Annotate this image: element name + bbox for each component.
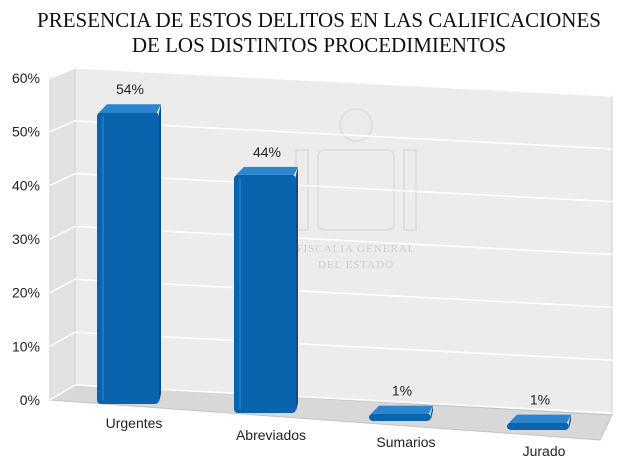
chart-title-line-1: PRESENCIA DE ESTOS DELITOS EN LAS CALIFI… xyxy=(37,8,601,32)
gridline xyxy=(74,278,613,309)
bar xyxy=(507,422,569,430)
gridline-side xyxy=(49,225,76,240)
bar-top xyxy=(371,405,433,414)
y-tick-label: 0% xyxy=(20,392,40,408)
x-tick-label: Sumarios xyxy=(376,434,435,450)
gridline xyxy=(74,384,613,414)
gridline xyxy=(74,120,613,150)
bar-side xyxy=(431,405,433,419)
chart-title: PRESENCIA DE ESTOS DELITOS EN LAS CALIFI… xyxy=(0,8,638,58)
data-label: 44% xyxy=(253,144,281,160)
bar-top xyxy=(509,414,571,423)
y-tick-label: 30% xyxy=(12,231,40,247)
y-tick-label: 10% xyxy=(12,338,40,354)
gridline xyxy=(74,172,613,203)
bar-side xyxy=(296,166,298,411)
chart-side-wall xyxy=(49,67,76,401)
chart-title-line-2: DE LOS DISTINTOS PROCEDIMIENTOS xyxy=(131,33,507,57)
data-label: 1% xyxy=(392,383,412,399)
bar xyxy=(234,174,296,413)
gridline-side xyxy=(49,278,76,294)
watermark-text-line-2: DEL ESTADO xyxy=(318,259,394,271)
x-tick-label: Urgentes xyxy=(106,415,163,431)
y-tick-label: 60% xyxy=(12,70,40,86)
x-tick-label: Jurado xyxy=(523,443,566,459)
gridline xyxy=(74,331,613,361)
data-label: 1% xyxy=(530,392,550,408)
bar xyxy=(369,413,431,421)
bar-side xyxy=(159,104,161,402)
gridline xyxy=(74,67,613,97)
y-tick-label: 40% xyxy=(12,177,40,193)
watermark-text-line-1: FISCALIA GENERAL xyxy=(297,243,416,255)
gridline-side xyxy=(49,384,76,401)
gridline-side xyxy=(49,331,76,347)
gridline xyxy=(74,225,613,256)
gridline-side xyxy=(49,120,76,133)
bar-top xyxy=(99,104,161,113)
gridline-side xyxy=(49,67,76,79)
y-tick-label: 50% xyxy=(12,124,40,140)
bar-top xyxy=(236,166,298,175)
data-label: 54% xyxy=(116,81,144,97)
bar xyxy=(97,112,159,404)
gridline-side xyxy=(49,172,76,187)
bar-side xyxy=(569,414,571,428)
y-tick-label: 20% xyxy=(12,285,40,301)
x-tick-label: Abreviados xyxy=(236,427,306,443)
